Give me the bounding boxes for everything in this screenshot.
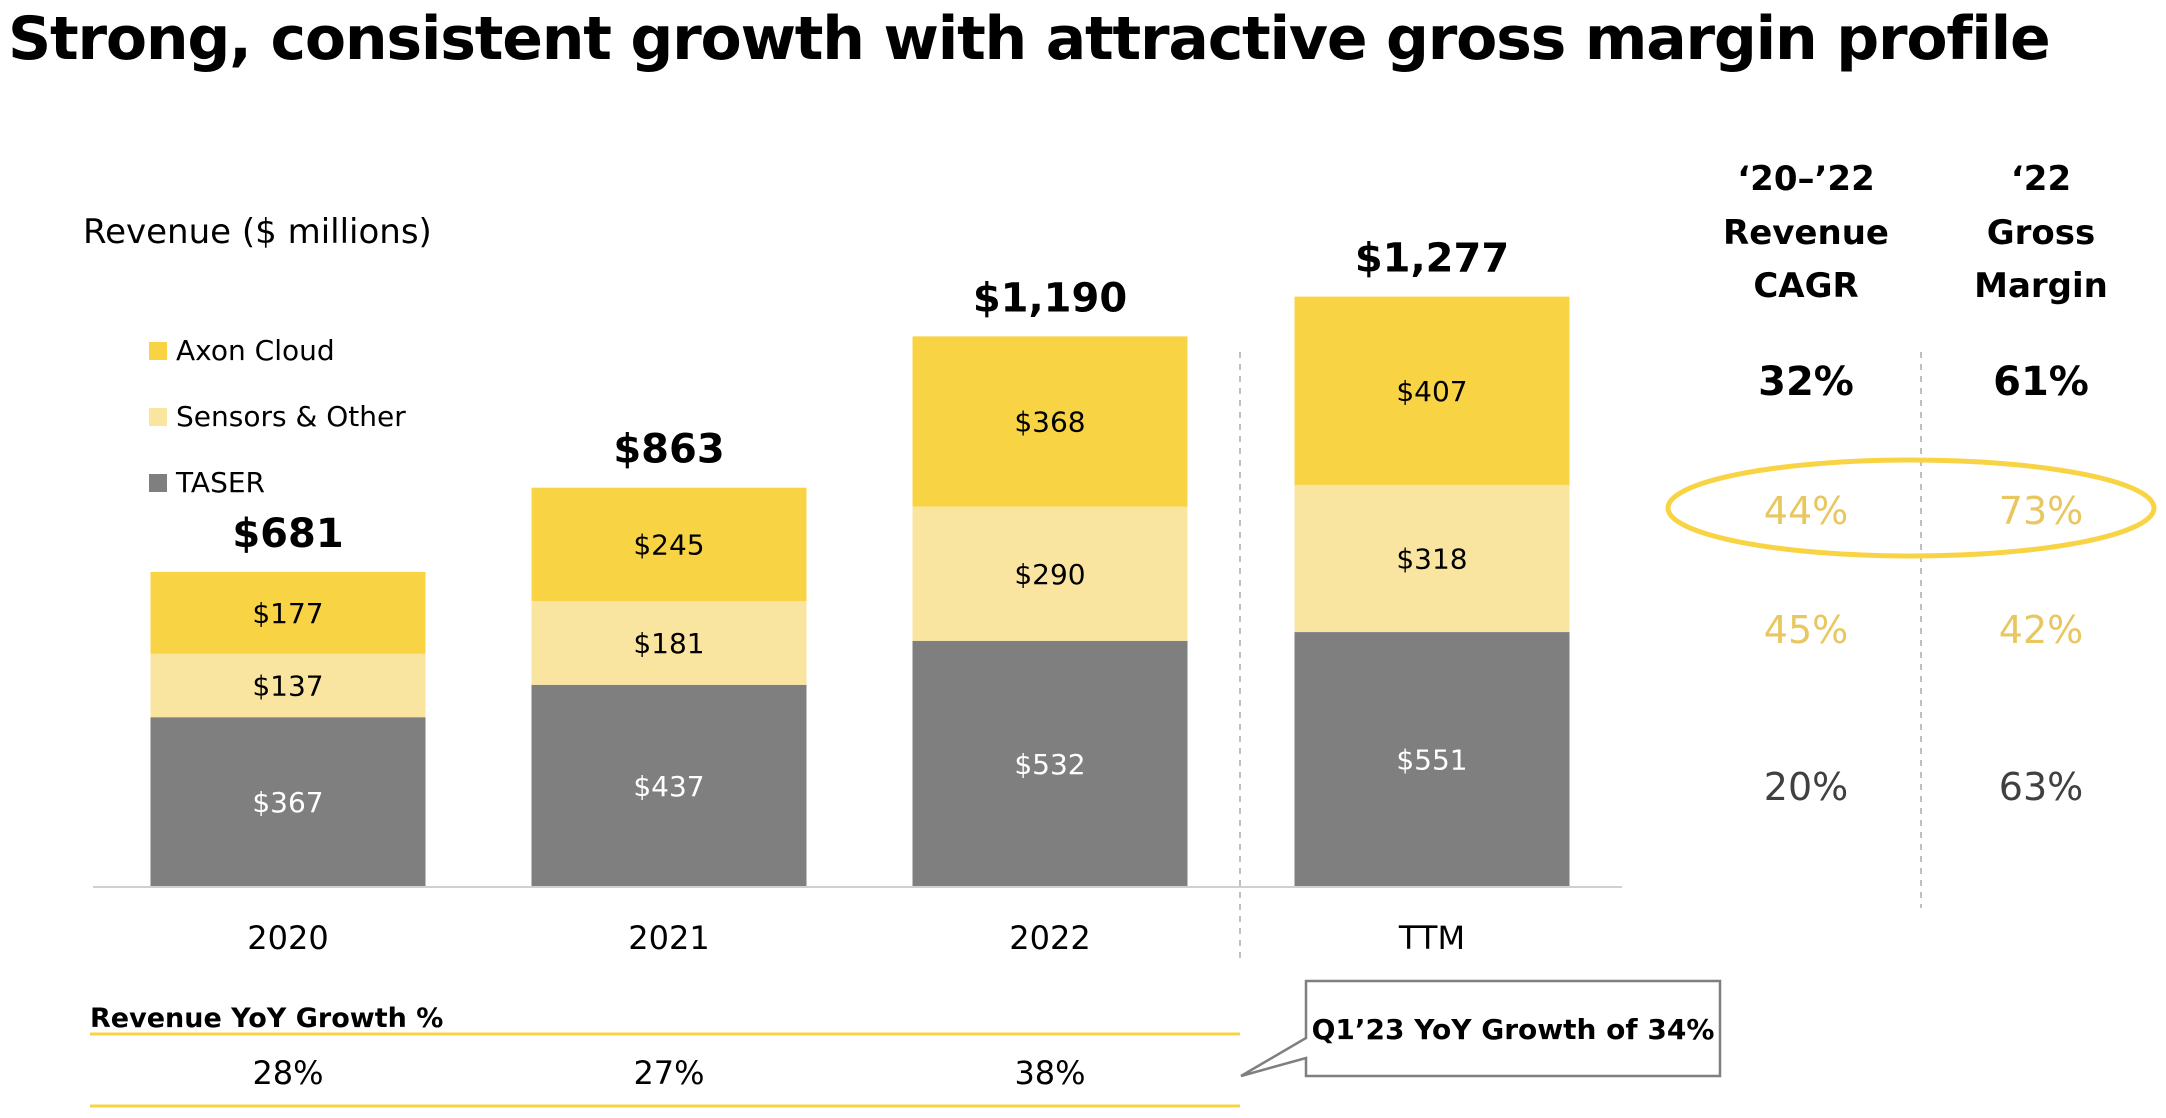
x-tick-label: TTM: [1398, 919, 1465, 957]
metric-rows: 32% 61% 44% 73% 45% 42% 20% 63%: [1758, 359, 2089, 809]
bar-value-label: $551: [1396, 744, 1467, 777]
bar-group: $367 $137 $177 $681 $437 $181 $245 $863 $532 $290…: [150, 236, 1570, 887]
bar-segment: [1294, 484, 1570, 633]
metric-value-cagr: 20%: [1764, 765, 1848, 809]
bar-value-label: $177: [252, 597, 323, 630]
x-tick-label: 2021: [628, 919, 709, 957]
metric-header-cagr: CAGR: [1753, 266, 1858, 306]
metric-value-cagr: 32%: [1758, 359, 1854, 405]
x-tick-label: 2020: [247, 919, 328, 957]
highlight-ring: [1665, 457, 2157, 559]
metric-value-margin: 63%: [1999, 765, 2083, 809]
x-axis-ticks: 2020 2021 2022 TTM: [247, 919, 1465, 957]
slide-title: Strong, consistent growth with attractiv…: [8, 4, 2051, 74]
bar-segment: [531, 487, 807, 602]
bar-value-label: $318: [1396, 542, 1467, 575]
metric-header-margin: Gross: [1987, 213, 2096, 253]
bar-segment: [150, 717, 426, 887]
growth-value: 27%: [633, 1054, 704, 1092]
metric-header-cagr: Revenue: [1723, 213, 1889, 253]
x-tick-label: 2022: [1009, 919, 1090, 957]
bar-value-label: $437: [633, 770, 704, 803]
bar-segment: [912, 640, 1188, 887]
bar-value-label: $181: [633, 627, 704, 660]
metric-value-margin: 42%: [1999, 608, 2083, 652]
bar-segment: [1294, 296, 1570, 485]
bar-value-label: $245: [633, 528, 704, 561]
callout-text: Q1’23 YoY Growth of 34%: [1312, 1013, 1715, 1046]
metric-value-margin: 73%: [1999, 489, 2083, 533]
legend-label: Sensors & Other: [176, 400, 406, 433]
bar-segment: [912, 506, 1188, 641]
bar-value-label: $532: [1014, 748, 1085, 781]
metric-header-margin: ‘22: [2011, 159, 2071, 199]
bar-total-label: $1,277: [1355, 236, 1509, 282]
legend-swatch: [149, 342, 167, 360]
bar-value-label: $368: [1014, 406, 1085, 439]
chart-legend: Axon Cloud Sensors & Other TASER: [149, 334, 406, 499]
bar-value-label: $290: [1014, 558, 1085, 591]
metric-value-cagr: 44%: [1764, 489, 1848, 533]
bar-total-label: $1,190: [973, 275, 1127, 321]
bar-segment: [150, 571, 426, 654]
bar-total-label: $863: [613, 427, 724, 473]
bar-segment: [531, 684, 807, 887]
legend-swatch: [149, 408, 167, 426]
legend-label: Axon Cloud: [176, 334, 335, 367]
bar-segment: [1294, 632, 1570, 887]
legend-label: TASER: [175, 466, 265, 499]
metric-header-margin: Margin: [1974, 266, 2108, 306]
bar-value-label: $407: [1396, 375, 1467, 408]
bar-value-label: $137: [252, 669, 323, 702]
growth-label: Revenue YoY Growth %: [90, 1003, 443, 1034]
bar-segment: [531, 601, 807, 685]
growth-value: 28%: [252, 1054, 323, 1092]
bar-segment: [150, 653, 426, 718]
metric-value-margin: 61%: [1993, 359, 2089, 405]
metric-headers: ‘20–’22 Revenue CAGR ‘22 Gross Margin: [1723, 159, 2108, 306]
growth-value: 38%: [1014, 1054, 1085, 1092]
growth-values: 28% 27% 38%: [252, 1054, 1085, 1092]
legend-swatch: [149, 474, 167, 492]
bar-segment: [912, 336, 1188, 507]
chart-title: Revenue ($ millions): [83, 212, 432, 252]
metric-value-cagr: 45%: [1764, 608, 1848, 652]
bar-total-label: $681: [232, 511, 343, 557]
metric-header-cagr: ‘20–’22: [1737, 159, 1874, 199]
bar-value-label: $367: [252, 786, 323, 819]
callout-box: [1240, 979, 1722, 1078]
